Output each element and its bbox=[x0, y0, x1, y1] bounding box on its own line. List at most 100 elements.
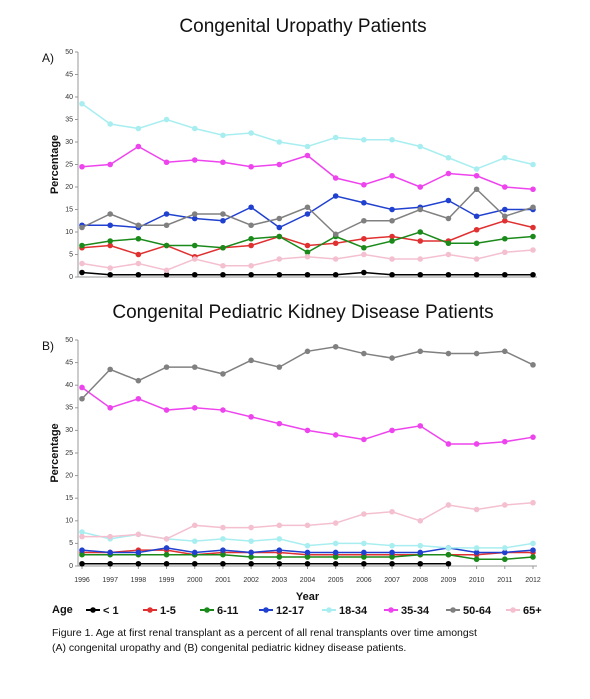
data-point bbox=[502, 438, 508, 445]
data-point bbox=[276, 161, 283, 168]
data-point bbox=[248, 163, 254, 170]
data-point bbox=[220, 524, 226, 531]
data-point bbox=[445, 502, 452, 508]
legend-label: 1-5 bbox=[160, 605, 176, 617]
y-tick-label: 15 bbox=[65, 495, 73, 502]
data-point bbox=[79, 551, 85, 558]
data-point bbox=[276, 256, 283, 262]
y-tick-label: 20 bbox=[65, 472, 73, 479]
series-line bbox=[81, 103, 534, 170]
legend-label: 18-34 bbox=[339, 605, 368, 617]
data-point bbox=[530, 271, 536, 278]
data-point bbox=[417, 542, 424, 549]
data-point bbox=[473, 271, 480, 278]
data-point bbox=[530, 547, 536, 553]
data-point bbox=[361, 136, 367, 143]
x-tick-label: 2009 bbox=[441, 577, 457, 584]
data-point bbox=[361, 217, 367, 224]
x-tick-label: 2005 bbox=[328, 577, 344, 584]
data-point bbox=[389, 136, 395, 143]
legend-marker bbox=[388, 607, 394, 613]
data-point bbox=[191, 538, 198, 544]
data-point bbox=[304, 249, 311, 256]
data-point bbox=[220, 407, 226, 413]
y-tick-label: 25 bbox=[65, 161, 73, 168]
legend-label: 65+ bbox=[523, 605, 542, 617]
data-point bbox=[248, 538, 254, 544]
data-point bbox=[191, 549, 198, 556]
legend-label: 35-34 bbox=[401, 605, 430, 617]
data-point bbox=[135, 271, 142, 278]
data-point bbox=[135, 531, 142, 538]
data-point bbox=[502, 249, 508, 256]
x-tick-label: 2011 bbox=[497, 577, 512, 584]
y-tick-label: 30 bbox=[65, 139, 73, 146]
data-point bbox=[276, 364, 283, 370]
data-point bbox=[530, 499, 536, 506]
data-point bbox=[79, 260, 85, 267]
legend-marker bbox=[263, 607, 269, 613]
data-point bbox=[163, 211, 170, 217]
data-point bbox=[304, 253, 311, 260]
data-point bbox=[389, 542, 395, 549]
y-tick-label: 40 bbox=[65, 94, 73, 101]
data-point bbox=[389, 355, 395, 361]
x-tick-label: 1999 bbox=[159, 577, 175, 584]
data-point bbox=[220, 271, 226, 278]
data-point bbox=[191, 560, 198, 567]
data-point bbox=[530, 161, 536, 168]
data-point bbox=[502, 213, 508, 220]
data-point bbox=[191, 405, 198, 411]
data-point bbox=[389, 549, 395, 556]
data-point bbox=[332, 193, 339, 199]
data-point bbox=[332, 540, 339, 547]
data-point bbox=[304, 242, 311, 249]
data-point bbox=[417, 229, 424, 235]
data-point bbox=[361, 554, 367, 560]
y-tick-label: 0 bbox=[69, 274, 73, 281]
data-point bbox=[220, 560, 226, 567]
data-point bbox=[79, 242, 85, 249]
data-point bbox=[389, 427, 395, 434]
series-line bbox=[81, 346, 534, 400]
data-point bbox=[389, 256, 395, 262]
data-point bbox=[389, 560, 395, 567]
data-point bbox=[417, 271, 424, 278]
data-point bbox=[473, 506, 480, 513]
data-point bbox=[163, 271, 170, 278]
caption: Figure 1. Age at first renal transplant … bbox=[52, 627, 477, 639]
data-point bbox=[191, 256, 198, 262]
data-point bbox=[304, 211, 311, 217]
data-point bbox=[220, 536, 226, 542]
data-point bbox=[473, 545, 480, 551]
y-axis-label: Percentage bbox=[49, 423, 61, 482]
data-point bbox=[332, 549, 339, 556]
data-point bbox=[135, 560, 142, 567]
data-point bbox=[445, 551, 452, 558]
data-point bbox=[361, 549, 367, 556]
data-point bbox=[502, 549, 508, 556]
legend-marker bbox=[204, 607, 210, 613]
data-point bbox=[389, 508, 395, 515]
series-line bbox=[82, 501, 534, 540]
y-tick-label: 35 bbox=[65, 116, 73, 123]
data-point bbox=[361, 199, 367, 206]
data-point bbox=[530, 204, 536, 211]
data-point bbox=[445, 560, 452, 567]
data-point bbox=[445, 154, 452, 161]
data-point bbox=[473, 213, 480, 220]
data-point bbox=[163, 536, 170, 542]
data-point bbox=[473, 256, 480, 262]
data-point bbox=[191, 157, 198, 163]
y-axis-label: Percentage bbox=[49, 135, 61, 194]
data-point bbox=[276, 547, 283, 553]
data-point bbox=[135, 251, 142, 258]
data-point bbox=[248, 414, 254, 420]
y-tick-label: 10 bbox=[65, 229, 73, 236]
data-point bbox=[191, 242, 198, 249]
data-point bbox=[389, 271, 395, 278]
data-point bbox=[220, 551, 226, 558]
legend-marker bbox=[147, 607, 153, 613]
data-point bbox=[417, 348, 424, 355]
